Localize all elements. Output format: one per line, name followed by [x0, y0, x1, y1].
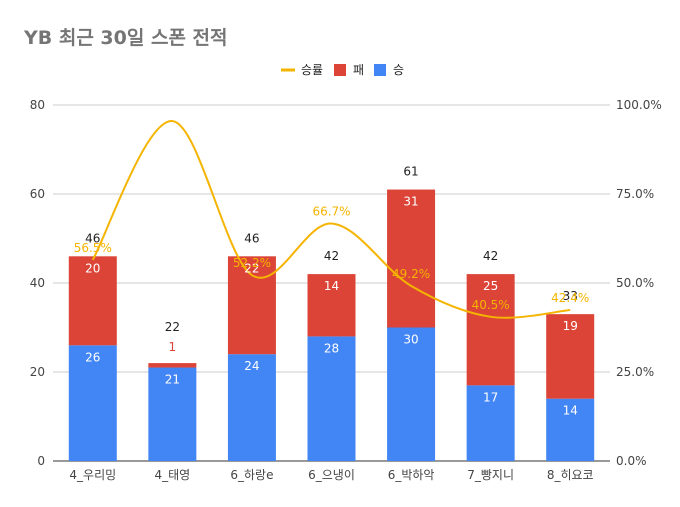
bar-loss — [68, 256, 117, 346]
bar-win — [227, 354, 276, 461]
left-axis: 0 20 40 60 80 — [30, 98, 45, 468]
bar-win — [148, 367, 197, 461]
bar-loss-label: 1 — [169, 340, 177, 354]
legend-swatch — [334, 64, 346, 76]
right-axis: 0.0% 25.0% 50.0% 75.0% 100.0% — [616, 98, 662, 468]
bar-win-label: 26 — [85, 350, 100, 364]
bar-total-label: 42 — [483, 249, 498, 263]
category-label: 8_히요코 — [547, 468, 594, 482]
bar-win — [546, 398, 595, 461]
bar-loss — [387, 189, 436, 328]
bar-win — [307, 336, 356, 461]
bar-loss-label: 20 — [85, 261, 100, 275]
y-left-tick-label: 0 — [37, 454, 45, 468]
bar-loss — [148, 363, 197, 368]
legend-label: 승률 — [301, 63, 323, 77]
y-right-tick-label: 25.0% — [616, 365, 654, 379]
chart-title: YB 최근 30일 스폰 전적 — [23, 27, 228, 49]
win-rate-label: 56.5% — [74, 241, 112, 255]
bar-win-label: 24 — [244, 359, 259, 373]
win-rate-line-path — [91, 120, 571, 319]
bar-loss — [307, 274, 356, 337]
category-label: 7_빵지니 — [467, 468, 514, 482]
win-rate-label: 42.4% — [551, 291, 589, 305]
y-right-tick-label: 0.0% — [616, 454, 647, 468]
bar-loss-label: 25 — [483, 279, 498, 293]
category-label: 4_태영 — [154, 468, 190, 482]
bar-loss-label: 14 — [324, 279, 339, 293]
bar-total-label: 61 — [403, 165, 418, 179]
y-left-tick-label: 40 — [30, 276, 45, 290]
bar-win — [68, 345, 117, 461]
y-right-tick-label: 50.0% — [616, 276, 654, 290]
category-label: 6_박하악 — [388, 468, 435, 482]
bar-total-label: 33 — [563, 289, 578, 303]
bars — [68, 189, 595, 461]
bar-loss — [546, 314, 595, 399]
category-label: 6_으냉이 — [308, 468, 355, 482]
win-rate-label: 49.2% — [392, 267, 430, 281]
bar-total-label: 22 — [165, 320, 180, 334]
bar-win-label: 17 — [483, 390, 498, 404]
y-right-tick-label: 75.0% — [616, 187, 654, 201]
category-label: 6_하랑e — [230, 468, 273, 482]
bar-loss — [466, 274, 515, 386]
bar-total-label: 46 — [244, 231, 259, 245]
win-rate-label: 66.7% — [312, 205, 350, 219]
bar-win-label: 14 — [563, 404, 578, 418]
data-labels: 26 20 46 21 1 22 24 22 46 28 14 42 30 31 61 17 25 42 14 19 3… — [74, 165, 590, 418]
bar-win — [387, 327, 436, 461]
y-left-tick-label: 60 — [30, 187, 45, 201]
bar-win-label: 28 — [324, 341, 339, 355]
win-rate-label: 40.5% — [472, 298, 510, 312]
bar-win-label: 21 — [165, 373, 180, 387]
bar-total-label: 42 — [324, 249, 339, 263]
bar-total-label: 46 — [85, 231, 100, 245]
category-label: 4_우리밍 — [69, 468, 116, 482]
win-rate-line — [91, 120, 571, 319]
bar-win — [466, 385, 515, 461]
legend: 승률 패 승 — [281, 63, 404, 77]
category-axis: 4_우리밍 4_태영 6_하랑e 6_으냉이 6_박하악 7_빵지니 8_히요코 — [69, 468, 593, 482]
legend-label: 패 — [353, 63, 364, 77]
bar-loss-label: 22 — [244, 261, 259, 275]
legend-swatch — [374, 64, 386, 76]
y-left-tick-label: 80 — [30, 98, 45, 112]
y-left-tick-label: 20 — [30, 365, 45, 379]
y-right-tick-label: 100.0% — [616, 98, 662, 112]
bar-loss — [227, 256, 276, 355]
bar-loss-label: 31 — [403, 195, 418, 209]
bar-loss-label: 19 — [563, 319, 578, 333]
legend-label: 승 — [393, 63, 404, 77]
bar-win-label: 30 — [403, 333, 418, 347]
win-rate-label: 52.2% — [233, 256, 271, 270]
